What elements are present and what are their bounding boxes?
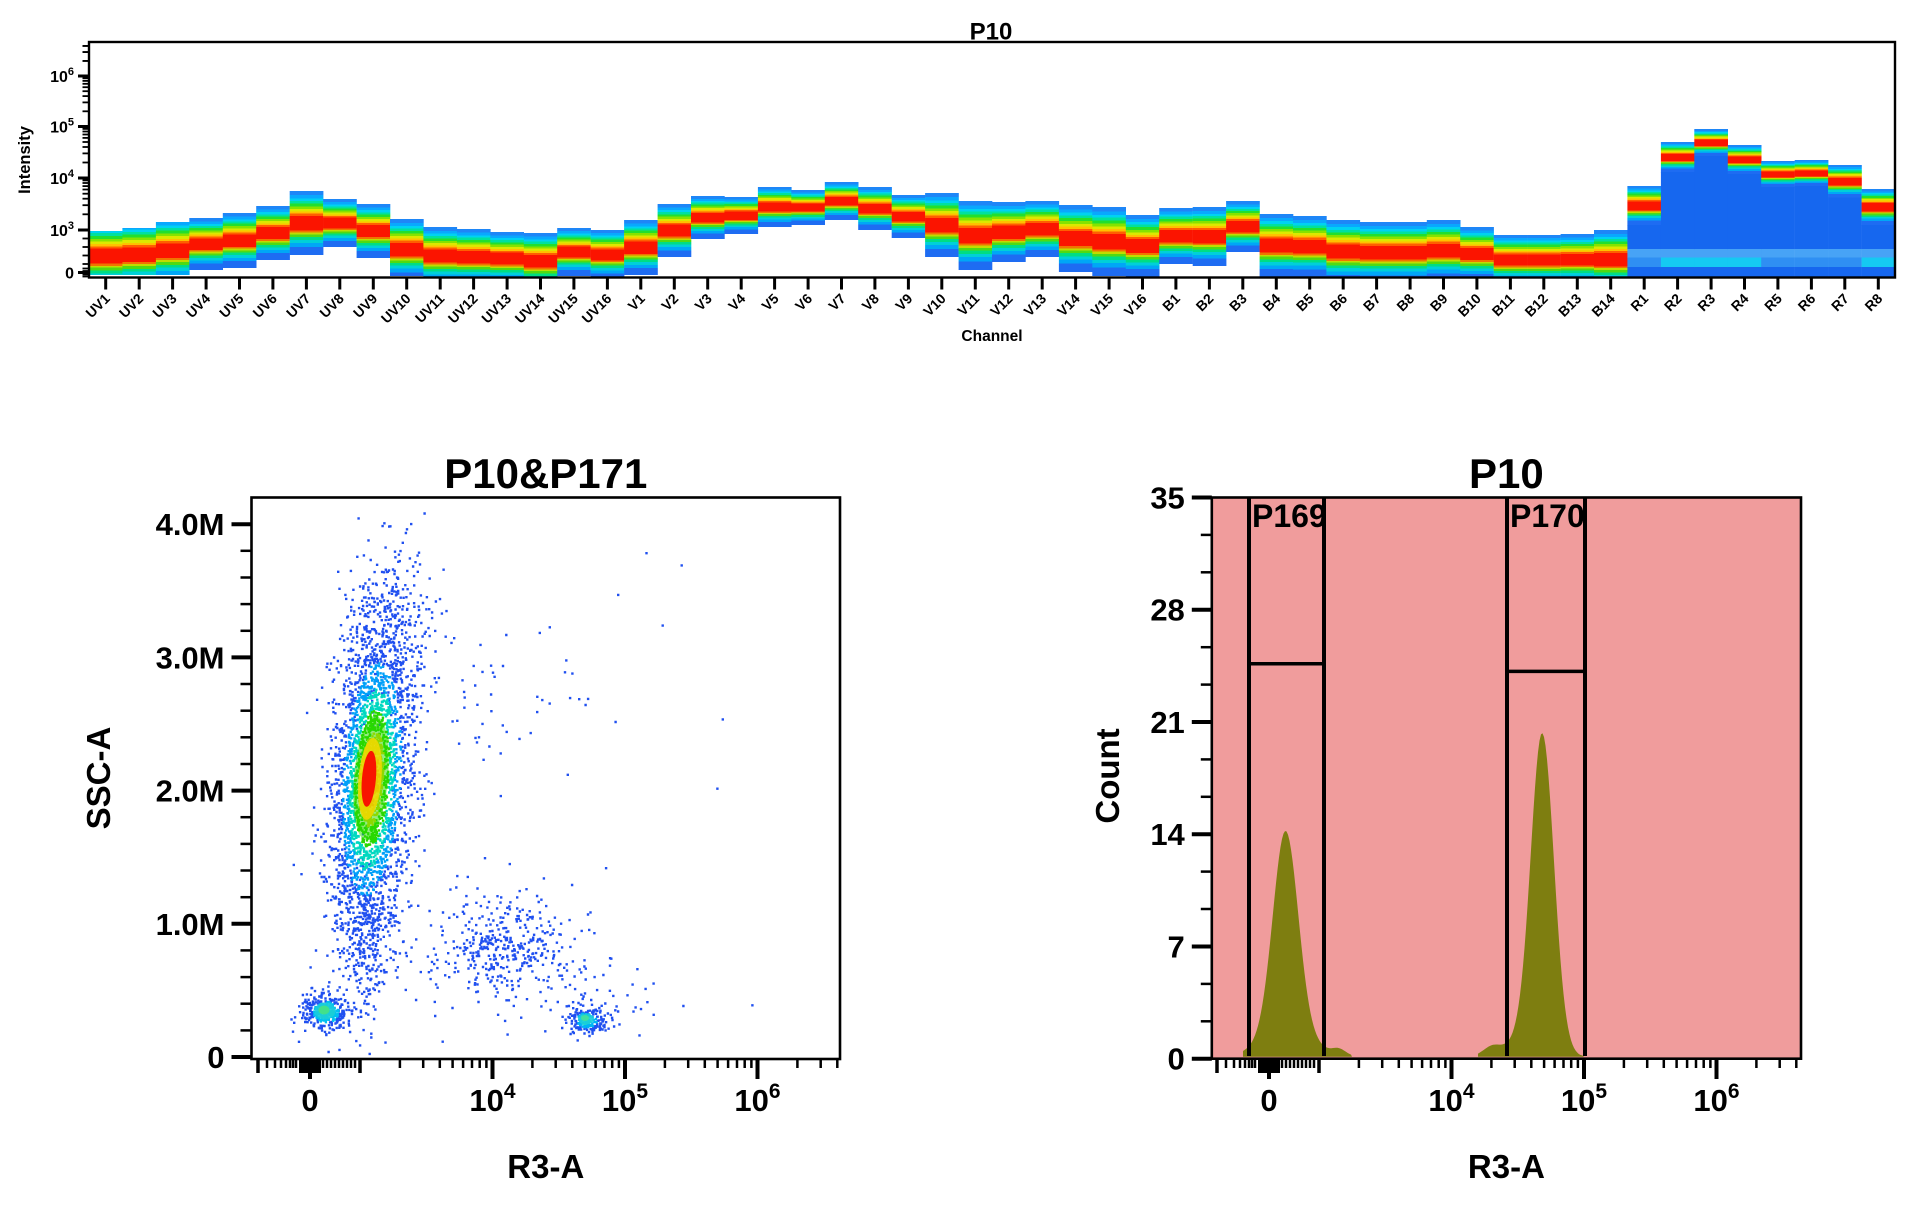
svg-text:4.0M: 4.0M — [156, 507, 225, 542]
svg-text:V16: V16 — [1121, 290, 1150, 319]
svg-text:P10&P171: P10&P171 — [444, 450, 647, 497]
svg-text:B3: B3 — [1226, 290, 1250, 314]
svg-text:UV13: UV13 — [478, 290, 514, 326]
svg-text:106: 106 — [50, 66, 74, 86]
svg-text:0: 0 — [1168, 1042, 1185, 1077]
svg-text:14: 14 — [1150, 817, 1185, 852]
svg-text:V6: V6 — [792, 290, 816, 314]
svg-text:P10: P10 — [1469, 450, 1544, 497]
svg-text:UV3: UV3 — [149, 290, 180, 321]
svg-text:UV1: UV1 — [82, 290, 113, 321]
svg-text:B13: B13 — [1555, 290, 1585, 320]
svg-text:106: 106 — [1693, 1080, 1739, 1118]
svg-text:P170: P170 — [1510, 498, 1585, 534]
svg-text:B1: B1 — [1159, 290, 1183, 314]
svg-text:28: 28 — [1150, 593, 1184, 628]
svg-text:V5: V5 — [758, 290, 782, 314]
svg-text:2.0M: 2.0M — [156, 774, 225, 809]
svg-text:B6: B6 — [1326, 290, 1350, 314]
svg-text:0: 0 — [1260, 1083, 1277, 1118]
svg-text:UV15: UV15 — [545, 290, 581, 326]
svg-text:UV14: UV14 — [512, 290, 548, 326]
svg-text:P10: P10 — [970, 19, 1013, 46]
svg-text:UV16: UV16 — [578, 290, 614, 326]
svg-text:104: 104 — [1428, 1080, 1474, 1118]
svg-text:UV7: UV7 — [283, 290, 314, 321]
svg-text:UV10: UV10 — [378, 290, 414, 326]
svg-text:21: 21 — [1150, 705, 1184, 740]
svg-text:P169: P169 — [1252, 498, 1327, 534]
svg-text:R3: R3 — [1694, 290, 1718, 314]
svg-text:1.0M: 1.0M — [156, 907, 225, 942]
svg-text:3.0M: 3.0M — [156, 640, 225, 675]
svg-text:V1: V1 — [624, 290, 648, 314]
svg-text:R6: R6 — [1795, 290, 1819, 314]
svg-text:105: 105 — [50, 117, 74, 137]
svg-text:106: 106 — [734, 1080, 780, 1118]
svg-text:R2: R2 — [1661, 290, 1685, 314]
svg-text:B5: B5 — [1293, 290, 1317, 314]
svg-text:B2: B2 — [1193, 290, 1217, 314]
svg-text:B12: B12 — [1521, 290, 1551, 320]
svg-text:R3-A: R3-A — [507, 1148, 584, 1185]
svg-text:UV4: UV4 — [183, 290, 214, 321]
svg-text:105: 105 — [602, 1080, 648, 1118]
svg-text:V3: V3 — [691, 290, 715, 314]
svg-text:UV6: UV6 — [249, 290, 280, 321]
svg-text:Intensity: Intensity — [16, 125, 34, 194]
svg-text:B7: B7 — [1360, 290, 1384, 314]
svg-text:35: 35 — [1150, 481, 1184, 516]
svg-text:V7: V7 — [825, 290, 849, 314]
svg-text:UV12: UV12 — [445, 290, 481, 326]
svg-text:UV2: UV2 — [116, 290, 147, 321]
svg-text:R5: R5 — [1761, 290, 1785, 314]
svg-text:B14: B14 — [1588, 290, 1618, 320]
svg-text:V2: V2 — [658, 290, 682, 314]
svg-text:R8: R8 — [1861, 290, 1885, 314]
svg-text:B8: B8 — [1393, 290, 1417, 314]
svg-text:104: 104 — [469, 1080, 515, 1118]
svg-text:V11: V11 — [954, 290, 983, 319]
svg-text:0: 0 — [65, 266, 74, 283]
svg-text:B9: B9 — [1427, 290, 1451, 314]
svg-text:V12: V12 — [987, 290, 1016, 319]
svg-text:UV5: UV5 — [216, 290, 247, 321]
svg-text:V8: V8 — [859, 290, 883, 314]
svg-text:R7: R7 — [1828, 290, 1852, 314]
svg-text:Channel: Channel — [961, 328, 1022, 345]
svg-text:B11: B11 — [1489, 290, 1518, 319]
svg-text:105: 105 — [1561, 1080, 1607, 1118]
svg-text:R1: R1 — [1627, 290, 1651, 314]
svg-text:B4: B4 — [1259, 290, 1283, 314]
svg-text:V15: V15 — [1087, 290, 1116, 319]
svg-text:UV9: UV9 — [350, 290, 381, 321]
svg-text:R4: R4 — [1728, 290, 1752, 314]
svg-text:Count: Count — [1089, 728, 1126, 823]
svg-text:0: 0 — [207, 1040, 224, 1075]
svg-text:V9: V9 — [892, 290, 916, 314]
svg-text:V14: V14 — [1054, 290, 1083, 319]
svg-text:104: 104 — [50, 168, 75, 188]
svg-text:V10: V10 — [920, 290, 949, 319]
svg-text:R3-A: R3-A — [1468, 1148, 1545, 1185]
svg-text:UV8: UV8 — [316, 290, 347, 321]
svg-text:V13: V13 — [1020, 290, 1049, 319]
svg-text:SSC-A: SSC-A — [80, 727, 117, 830]
svg-text:UV11: UV11 — [412, 290, 448, 326]
svg-text:103: 103 — [50, 220, 74, 240]
svg-text:V4: V4 — [725, 290, 749, 314]
svg-text:B10: B10 — [1455, 290, 1485, 320]
svg-text:0: 0 — [301, 1083, 318, 1118]
svg-text:7: 7 — [1168, 930, 1185, 965]
